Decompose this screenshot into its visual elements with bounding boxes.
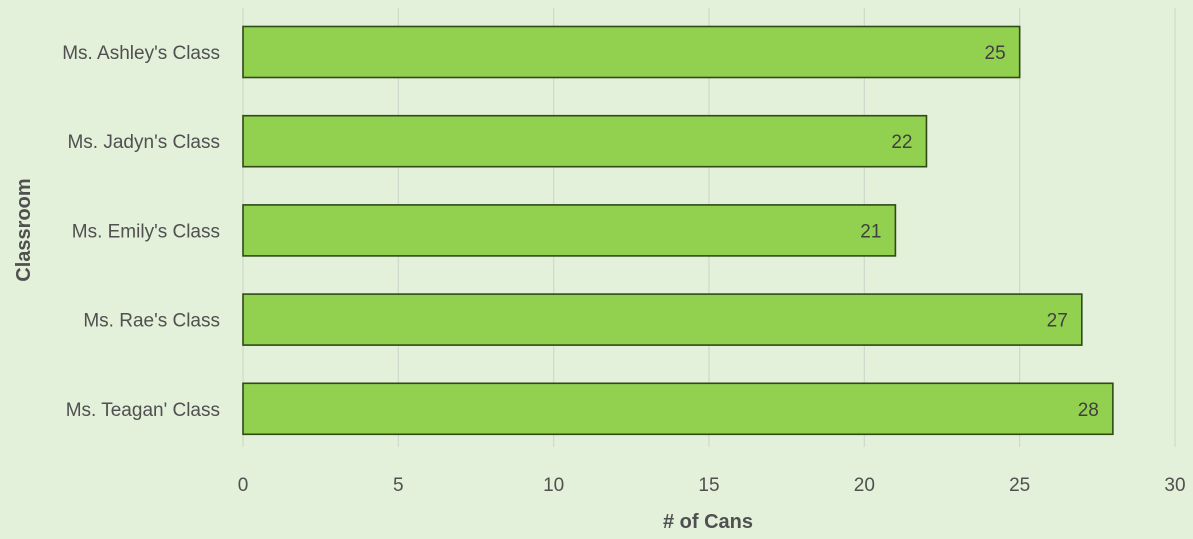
category-label: Ms. Emily's Class: [72, 221, 220, 242]
data-label: 22: [891, 132, 912, 153]
data-label: 27: [1047, 311, 1068, 332]
bar: [242, 293, 1083, 346]
x-tick-labels: 0 5 10 15 20 25 30: [238, 475, 1186, 496]
y-axis-title: Classroom: [13, 178, 35, 281]
bar: [242, 114, 928, 168]
data-label: 21: [860, 221, 881, 242]
bar: [242, 25, 1021, 79]
data-label: 25: [985, 43, 1006, 64]
category-labels: Ms. Ashley's Class Ms. Jadyn's Class Ms. E…: [62, 43, 220, 421]
category-label: Ms. Teagan' Class: [66, 400, 220, 421]
bar: [242, 204, 897, 257]
x-tick-label: 25: [1009, 475, 1030, 496]
x-tick-label: 30: [1164, 475, 1185, 496]
x-tick-label: 20: [854, 475, 875, 496]
x-axis-title: # of Cans: [663, 511, 753, 533]
category-label: Ms. Jadyn's Class: [67, 132, 220, 153]
data-label: 28: [1078, 400, 1099, 421]
x-tick-label: 15: [698, 475, 719, 496]
x-tick-label: 5: [393, 475, 404, 496]
category-label: Ms. Rae's Class: [83, 311, 220, 332]
bar: [242, 382, 1114, 436]
x-tick-label: 10: [543, 475, 564, 496]
x-tick-label: 0: [238, 475, 249, 496]
category-label: Ms. Ashley's Class: [62, 43, 220, 64]
bars: 25 22 21 27 28: [242, 25, 1114, 436]
